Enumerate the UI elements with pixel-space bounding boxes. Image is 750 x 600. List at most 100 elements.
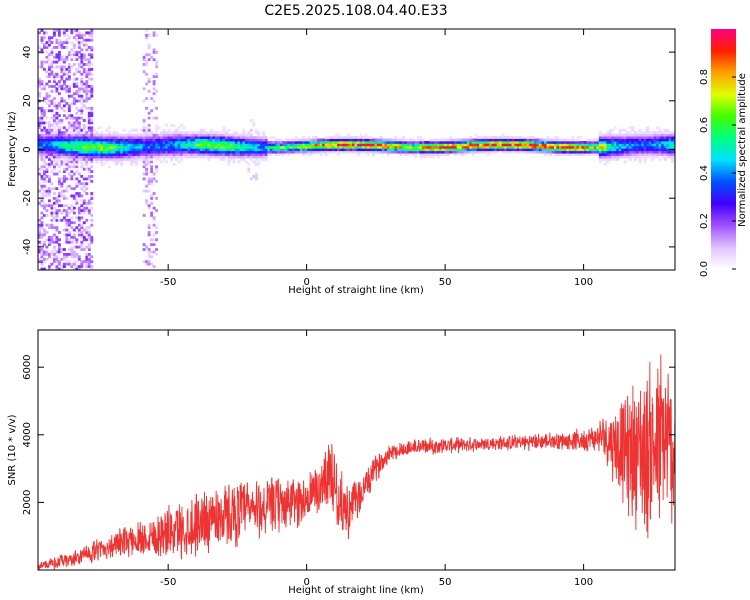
heatmap-cell (671, 133, 675, 137)
heatmap-cell (411, 143, 415, 147)
heatmap-cell (504, 150, 508, 154)
heatmap-cell (578, 136, 582, 139)
heatmap-cell (137, 136, 141, 139)
heatmap-cell (374, 140, 378, 144)
heatmap-cell (309, 140, 313, 144)
heatmap-cell (229, 153, 233, 156)
heatmap-cell (329, 140, 333, 144)
heatmap-cell (187, 136, 191, 139)
heatmap-cell (232, 148, 236, 152)
heatmap-cell (581, 145, 585, 149)
heatmap-cell (274, 148, 278, 152)
heatmap-cell (40, 128, 44, 132)
colorbar-ticks: 0.00.20.40.60.8 (699, 69, 736, 277)
heatmap-cell (80, 175, 84, 178)
heatmap-cell (62, 150, 66, 154)
heatmap-cell (140, 140, 144, 144)
heatmap-cell (165, 160, 169, 164)
heatmap-cell (142, 131, 146, 135)
heatmap-cell (628, 158, 632, 161)
heatmap-cell (132, 143, 136, 147)
heatmap-cell (494, 143, 498, 147)
heatmap-cell (623, 128, 627, 132)
heatmap-cell (509, 148, 512, 152)
heatmap-cell (648, 145, 652, 149)
heatmap-cell (155, 72, 159, 76)
heatmap-cell (259, 140, 263, 144)
heatmap-cell (521, 136, 525, 139)
heatmap-cell (57, 238, 61, 242)
heatmap-cell (142, 70, 146, 74)
heatmap-cell (92, 138, 96, 142)
heatmap-cell (244, 140, 248, 144)
heatmap-cell (132, 138, 136, 142)
heatmap-cell (546, 145, 550, 149)
heatmap-cell (38, 123, 41, 127)
heatmap-cell (484, 143, 488, 147)
heatmap-cell (287, 143, 291, 147)
heatmap-cell (67, 109, 71, 113)
heatmap-cell (42, 136, 46, 139)
heatmap-cell (50, 218, 54, 222)
heatmap-cell (80, 223, 84, 227)
heatmap-cell (115, 155, 119, 159)
heatmap-cell (192, 140, 196, 144)
heatmap-cell (264, 136, 268, 139)
heatmap-cell (227, 138, 231, 142)
heatmap-cell (87, 175, 91, 178)
heatmap-cell (125, 153, 129, 156)
heatmap-cell (496, 143, 500, 147)
heatmap-cell (658, 145, 662, 149)
heatmap-cell (297, 143, 301, 147)
heatmap-cell (177, 131, 181, 135)
heatmap-cell (65, 262, 69, 266)
heatmap-cell (87, 211, 91, 215)
heatmap-cell (157, 143, 161, 147)
heatmap-cell (85, 206, 89, 210)
heatmap-cell (87, 133, 91, 137)
heatmap-cell (364, 140, 368, 144)
heatmap-cell (135, 136, 139, 139)
heatmap-cell (583, 153, 587, 156)
heatmap-cell (312, 143, 316, 147)
heatmap-cell (439, 140, 443, 144)
heatmap-cell (282, 153, 286, 156)
heatmap-cell (596, 143, 600, 147)
heatmap-cell (90, 126, 94, 130)
heatmap-cell (618, 140, 622, 144)
heatmap-cell (352, 143, 355, 147)
heatmap-cell (145, 199, 149, 203)
heatmap-cell (70, 165, 74, 169)
heatmap-cell (38, 121, 41, 125)
heatmap-cell (347, 148, 350, 152)
heatmap-cell (57, 209, 61, 212)
heatmap-cell (55, 82, 59, 86)
heatmap-cell (284, 150, 288, 154)
heatmap-cell (38, 150, 41, 154)
heatmap-cell (47, 252, 51, 256)
chart-title: C2E5.2025.108.04.40.E33 (264, 3, 447, 19)
heatmap-cell (242, 138, 246, 142)
heatmap-cell (384, 145, 388, 149)
heatmap-cell (252, 175, 256, 178)
heatmap-cell (147, 223, 151, 227)
heatmap-cell (150, 131, 154, 135)
heatmap-cell (40, 48, 44, 52)
heatmap-cell (558, 138, 562, 142)
heatmap-cell (621, 153, 625, 156)
heatmap-cell (70, 31, 74, 35)
heatmap-cell (50, 143, 54, 147)
heatmap-cell (598, 138, 602, 142)
heatmap-cell (47, 179, 51, 183)
heatmap-cell (661, 140, 665, 144)
heatmap-cell (386, 143, 390, 147)
heatmap-cell (160, 160, 164, 164)
heatmap-cell (217, 138, 221, 142)
heatmap-cell (57, 145, 61, 149)
heatmap-cell (461, 145, 465, 149)
heatmap-cell (112, 145, 116, 149)
heatmap-cell (329, 138, 333, 142)
heatmap-cell (45, 97, 49, 100)
heatmap-cell (372, 140, 375, 144)
